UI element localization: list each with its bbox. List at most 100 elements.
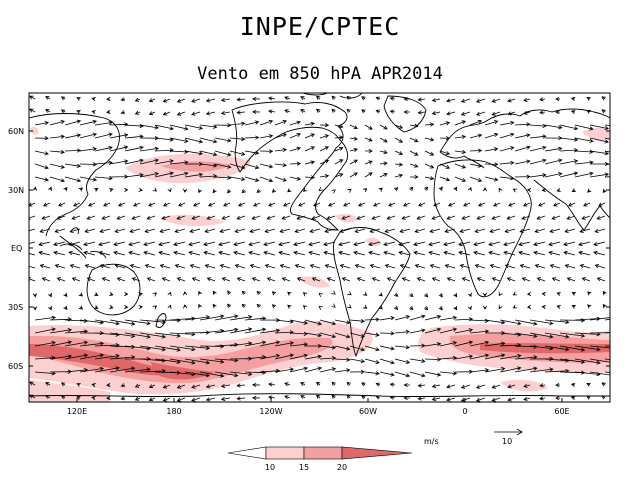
- wind-vector: [503, 250, 516, 256]
- wind-vector: [446, 111, 456, 116]
- wind-vector: [304, 133, 315, 139]
- wind-vector: [414, 228, 426, 233]
- wind-vector: [361, 382, 366, 387]
- wind-vector: [578, 241, 591, 247]
- wind-vector: [29, 381, 36, 386]
- wind-vector: [220, 97, 231, 103]
- wind-vector: [349, 136, 359, 141]
- wind-vector: [148, 111, 156, 116]
- wind-vector: [534, 228, 546, 233]
- wind-vector: [159, 264, 171, 269]
- wind-vector: [549, 228, 561, 233]
- wind-vector: [347, 304, 352, 309]
- wind-vector: [358, 202, 366, 207]
- wind-vector: [526, 304, 532, 309]
- wind-vector: [375, 395, 381, 400]
- wind-vector: [169, 345, 196, 352]
- wind-vector: [199, 137, 218, 144]
- wind-vector: [68, 250, 81, 256]
- wind-vector: [318, 187, 323, 192]
- wind-vector: [154, 332, 181, 338]
- wind-vector: [458, 241, 471, 247]
- wind-vector: [409, 305, 414, 311]
- wind-vector: [507, 98, 516, 103]
- wind-vector: [424, 163, 435, 169]
- wind-vector: [341, 215, 351, 220]
- wind-vector: [409, 150, 419, 156]
- wind-vector: [79, 162, 98, 167]
- wind-vector: [205, 98, 216, 103]
- wind-vector: [403, 382, 410, 388]
- wind-vector: [38, 241, 51, 247]
- wind-vector: [504, 228, 516, 233]
- wind-vector: [134, 97, 141, 102]
- east-asia-coast: [29, 113, 120, 259]
- wind-vector: [144, 228, 156, 233]
- wind-vector: [229, 315, 253, 321]
- wind-vector: [349, 318, 366, 324]
- wind-vector: [548, 241, 561, 247]
- wind-vector: [424, 342, 442, 347]
- wind-vector: [454, 369, 474, 374]
- wind-vector: [311, 215, 321, 220]
- wind-vector: [507, 384, 516, 389]
- wind-vector: [589, 172, 610, 178]
- wind-vector: [424, 306, 429, 311]
- wind-vector: [221, 215, 231, 220]
- wind-vector: [454, 134, 467, 140]
- wind-vector: [444, 264, 456, 269]
- wind-vector: [103, 202, 111, 207]
- colorbar-segment-above-20: [341, 446, 413, 460]
- wind-vector: [559, 345, 586, 352]
- wind-vector: [279, 264, 291, 269]
- wind-vector: [184, 358, 211, 365]
- wind-vector: [529, 123, 547, 128]
- wind-vector: [274, 147, 288, 153]
- wind-vector: [48, 305, 52, 311]
- colorbar-segment-15-20: [303, 446, 343, 460]
- colorbar-label-15: 15: [299, 463, 309, 472]
- lon-ticks: [76, 398, 563, 402]
- wind-vector: [604, 318, 610, 321]
- wind-vector: [124, 173, 144, 178]
- wind-vector: [296, 215, 306, 220]
- wind-vector: [311, 277, 321, 282]
- wind-vector: [191, 111, 201, 116]
- wind-vector: [453, 292, 458, 298]
- wind-vector: [570, 109, 576, 114]
- wind-vector: [184, 137, 204, 144]
- wind-vector: [571, 304, 577, 309]
- wind-vector: [252, 395, 261, 401]
- wind-vector: [326, 277, 336, 282]
- wind-vector: [236, 396, 246, 401]
- wind-vector: [363, 304, 368, 309]
- antarctica-coast: [29, 393, 610, 398]
- wind-vector: [248, 250, 261, 256]
- wind-vector: [256, 290, 261, 296]
- wind-vector: [331, 290, 336, 295]
- wind-vector: [124, 291, 129, 297]
- wind-vector: [403, 202, 411, 207]
- wind-vector: [493, 202, 501, 207]
- wind-vector: [364, 137, 373, 142]
- wind-vector: [76, 97, 81, 101]
- wind-vector: [84, 264, 96, 269]
- wind-vector: [539, 383, 546, 388]
- wind-vector: [602, 303, 607, 309]
- wind-vector: [284, 96, 291, 101]
- wind-vector: [319, 356, 337, 361]
- wind-vector: [394, 371, 411, 378]
- wind-vector: [294, 228, 306, 233]
- wind-vector: [484, 120, 499, 126]
- wind-vector: [424, 314, 442, 321]
- wind-vector: [461, 215, 471, 220]
- wind-vector: [191, 277, 201, 282]
- wind-vector: [389, 395, 396, 400]
- wind-vector: [94, 353, 120, 360]
- wind-vector: [394, 162, 404, 167]
- wind-vector: [556, 188, 561, 192]
- wind-vector: [601, 96, 606, 101]
- wind-vector: [289, 120, 302, 126]
- wind-vector: [302, 292, 308, 297]
- wind-vector: [512, 304, 517, 309]
